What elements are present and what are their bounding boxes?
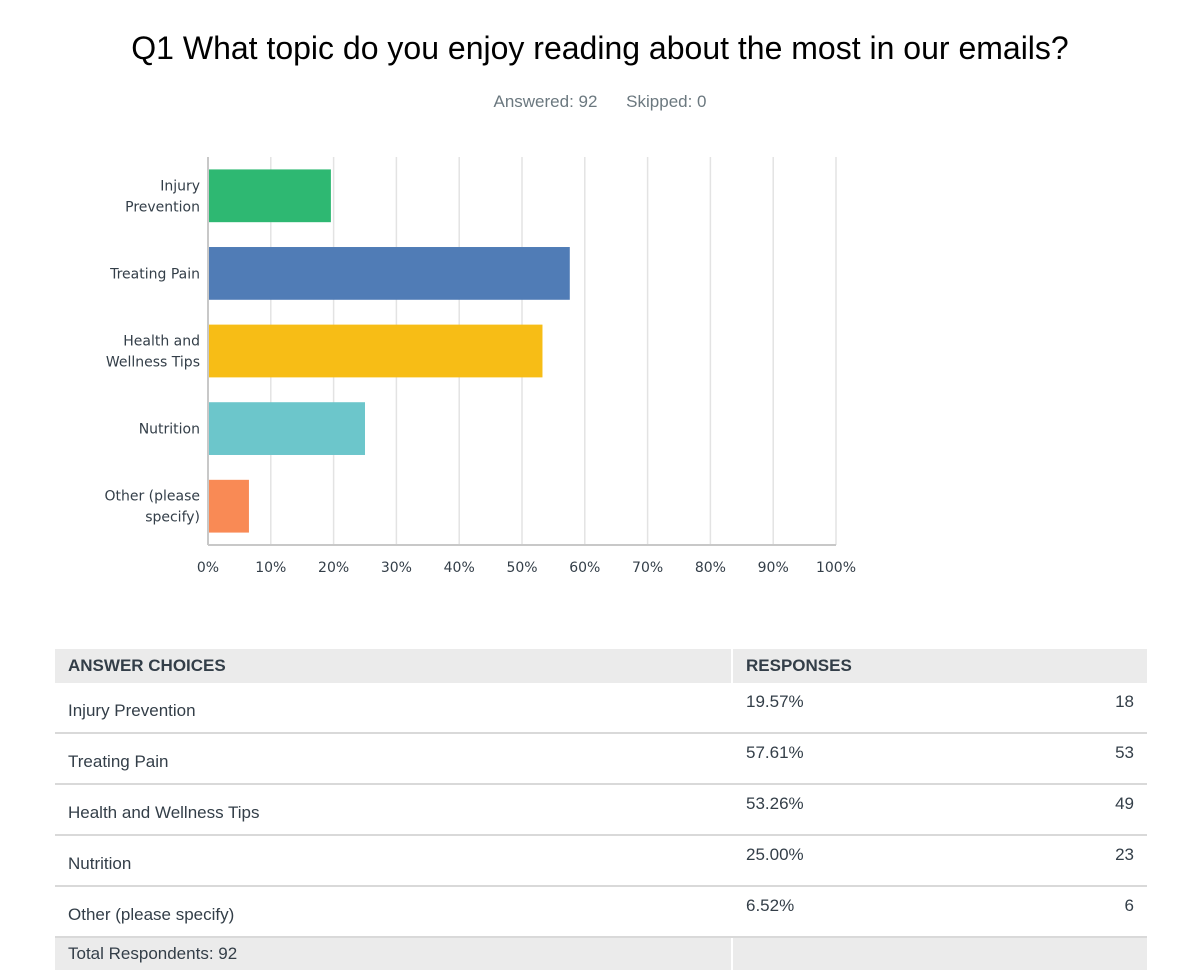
category-label-line: specify): [145, 510, 200, 526]
row-choice: Treating Pain: [55, 733, 733, 785]
category-label: Other (please specify): [104, 489, 200, 526]
total-respondents: Total Respondents: 92: [55, 937, 733, 970]
bar: [208, 169, 331, 223]
table-header-row: ANSWER CHOICES RESPONSES: [55, 649, 1147, 683]
x-tick-label: 30%: [381, 560, 412, 576]
category-label-line: Prevention: [125, 199, 200, 215]
chart-axes: [207, 157, 836, 546]
category-label-line: Other (please: [104, 489, 200, 505]
row-count: 6: [1003, 886, 1147, 938]
row-choice: Health and Wellness Tips: [55, 784, 733, 836]
bar: [208, 247, 570, 300]
category-label-line: Health and: [123, 334, 200, 350]
category-label-line: Wellness Tips: [106, 355, 200, 371]
x-tick-label: 10%: [255, 560, 286, 576]
bar: [208, 479, 249, 533]
category-label: Nutrition: [139, 422, 200, 438]
row-percent: 6.52%: [732, 886, 1004, 938]
total-row: Total Respondents: 92: [55, 937, 1147, 970]
table-row: Nutrition 25.00% 23: [55, 835, 1147, 887]
category-label: Treating Pain: [109, 266, 200, 282]
x-tick-label: 100%: [816, 560, 856, 576]
x-tick-label: 0%: [197, 560, 219, 576]
row-choice: Nutrition: [55, 835, 733, 887]
category-label: Injury Prevention: [125, 178, 200, 215]
category-label: Health and Wellness Tips: [106, 334, 200, 371]
table-row: Other (please specify) 6.52% 6: [55, 886, 1147, 938]
category-labels: Injury Prevention Treating Pain Health and W…: [104, 178, 200, 525]
header-answer-choices: ANSWER CHOICES: [55, 649, 733, 683]
x-tick-label: 60%: [569, 560, 600, 576]
row-percent: 57.61%: [732, 733, 1004, 785]
x-tick-label: 80%: [695, 560, 726, 576]
row-percent: 53.26%: [732, 784, 1004, 836]
answered-count: Answered: 92: [493, 92, 598, 111]
table-row: Injury Prevention 19.57% 18: [55, 683, 1147, 734]
row-count: 18: [1003, 683, 1147, 734]
row-choice: Other (please specify): [55, 886, 733, 938]
table-row: Treating Pain 57.61% 53: [55, 733, 1147, 785]
responses-table: ANSWER CHOICES RESPONSES Injury Preventi…: [55, 649, 1147, 970]
x-tick-label: 50%: [506, 560, 537, 576]
category-label-line: Treating Pain: [109, 266, 200, 282]
total-empty-cell: [732, 937, 1147, 970]
bar: [208, 402, 365, 455]
tick-labels: 0% 10% 20% 30% 40% 50% 60% 70% 80% 90% 100%: [197, 560, 856, 576]
x-tick-label: 40%: [444, 560, 475, 576]
x-tick-label: 70%: [632, 560, 663, 576]
bar-chart: Injury Prevention Treating Pain Health and W…: [104, 157, 856, 576]
x-tick-label: 20%: [318, 560, 349, 576]
response-stats: Answered: 92 Skipped: 0: [0, 92, 1200, 112]
page-title: Q1 What topic do you enjoy reading about…: [131, 30, 1069, 66]
row-percent: 25.00%: [732, 835, 1004, 887]
x-tick-label: 90%: [758, 560, 789, 576]
table-row: Health and Wellness Tips 53.26% 49: [55, 784, 1147, 836]
row-choice: Injury Prevention: [55, 683, 733, 734]
row-count: 49: [1003, 784, 1147, 836]
skipped-count: Skipped: 0: [626, 92, 707, 111]
chart-bars: [208, 169, 570, 533]
category-label-line: Injury: [160, 178, 200, 194]
category-label-line: Nutrition: [139, 422, 200, 438]
row-percent: 19.57%: [732, 683, 1004, 734]
row-count: 23: [1003, 835, 1147, 887]
bar: [208, 324, 543, 378]
row-count: 53: [1003, 733, 1147, 785]
header-responses: RESPONSES: [732, 649, 1147, 683]
